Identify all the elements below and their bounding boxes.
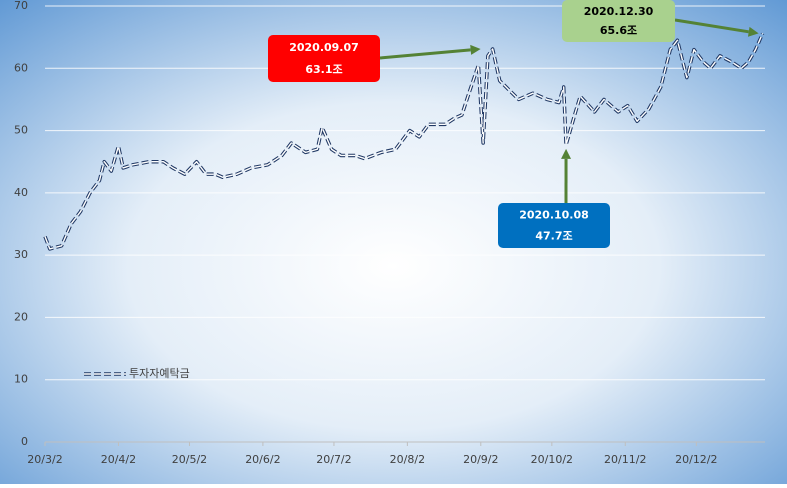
x-tick-label: 20/5/2: [172, 453, 207, 466]
x-tick-label: 20/3/2: [27, 453, 62, 466]
x-tick-label: 20/10/2: [531, 453, 573, 466]
y-tick-label: 30: [14, 248, 28, 261]
x-tick-label: 20/9/2: [463, 453, 498, 466]
x-tick-label: 20/6/2: [245, 453, 280, 466]
y-tick-label: 50: [14, 124, 28, 137]
x-tick-label: 20/12/2: [675, 453, 717, 466]
y-tick-label: 10: [14, 373, 28, 386]
y-tick-label: 60: [14, 61, 28, 74]
legend-label: 투자자예탁금: [129, 367, 190, 380]
annotation-value: 65.6조: [600, 24, 637, 37]
y-tick-label: 40: [14, 186, 28, 199]
x-tick-label: 20/8/2: [390, 453, 425, 466]
y-tick-label: 20: [14, 310, 28, 323]
annotation-date: 2020.12.30: [584, 5, 654, 18]
annotation-date: 2020.10.08: [519, 209, 589, 222]
annotation-date: 2020.09.07: [289, 41, 359, 54]
annotation-value: 47.7조: [535, 229, 572, 242]
x-tick-label: 20/11/2: [604, 453, 646, 466]
x-tick-label: 20/4/2: [101, 453, 136, 466]
y-tick-label: 0: [21, 435, 28, 448]
x-tick-label: 20/7/2: [316, 453, 351, 466]
y-tick-label: 70: [14, 0, 28, 12]
annotation-value: 63.1조: [305, 63, 342, 76]
